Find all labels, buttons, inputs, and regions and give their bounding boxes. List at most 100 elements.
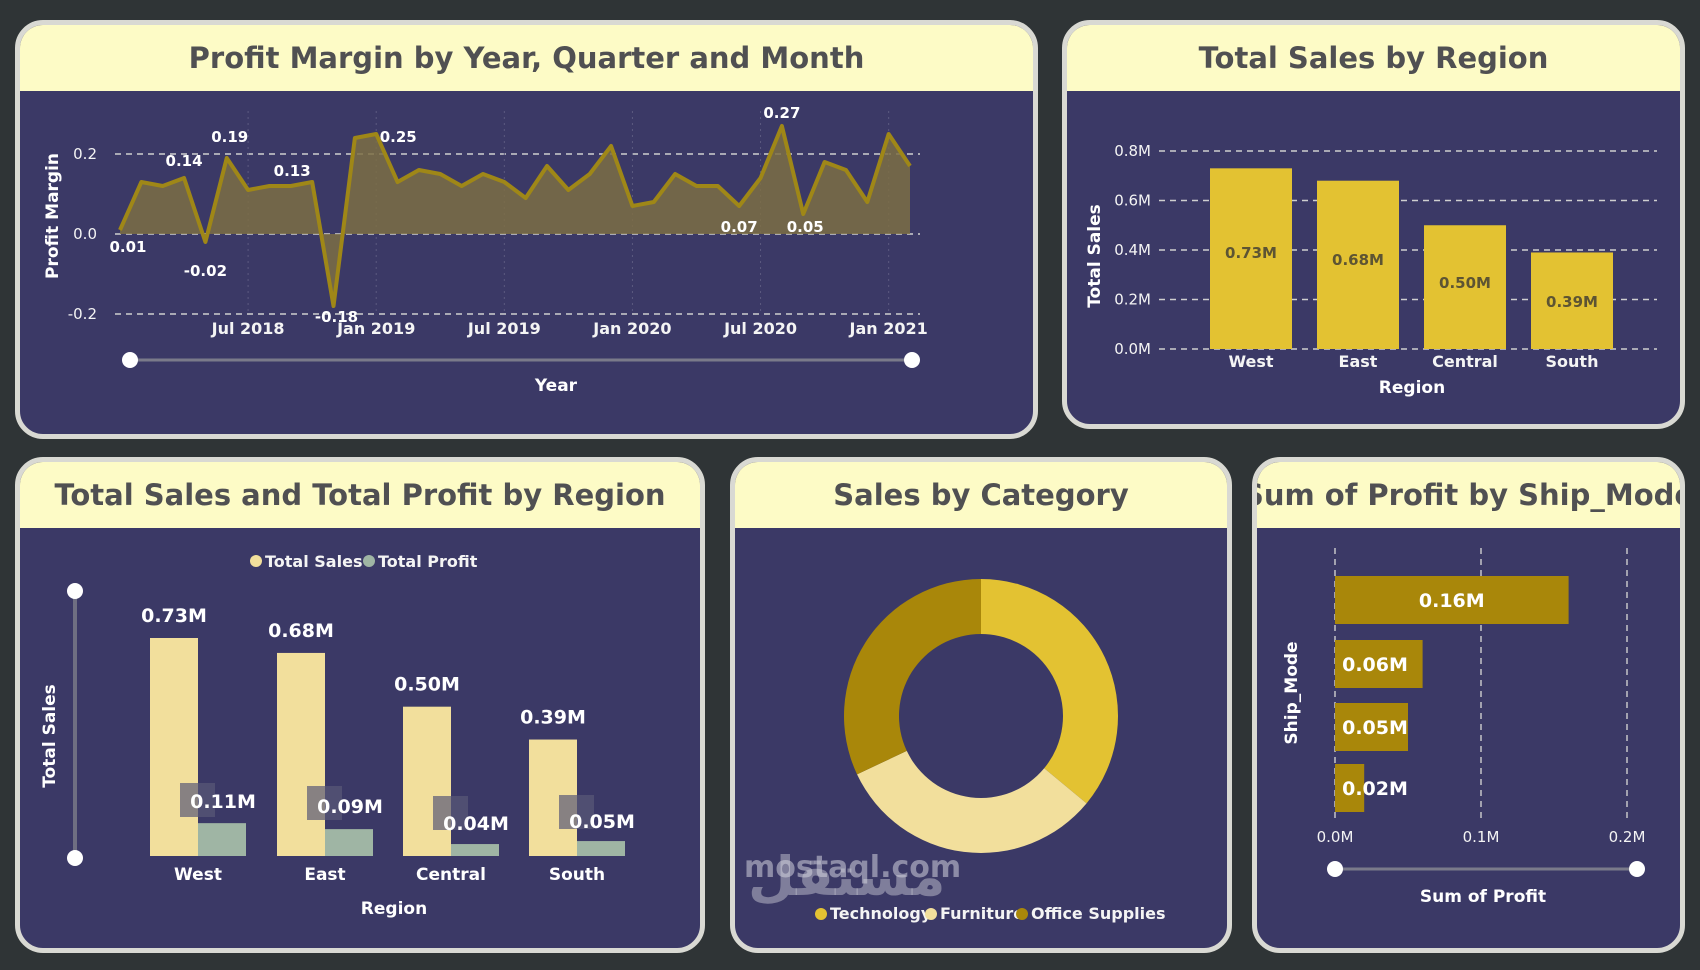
y-tick-label: 0.0M — [1114, 340, 1151, 358]
donut-slice-office-supplies — [844, 579, 981, 775]
y-tick-label: -0.2 — [68, 305, 97, 323]
sales-by-category-card: Sales by Category Technology Furniture Off… — [730, 457, 1232, 953]
legend-marker-total-profit — [363, 555, 375, 567]
x-tick-label: East — [304, 865, 345, 885]
ship-mode-title: Sum of Profit by Ship_Mode — [1257, 462, 1680, 528]
data-label: 0.50M — [394, 674, 460, 696]
x-tick-label: Jan 2021 — [849, 319, 928, 338]
ship-mode-card: Sum of Profit by Ship_Mode 0.0M 0.1M 0.2M 0… — [1252, 457, 1685, 953]
x-tick-label: Jul 2020 — [723, 319, 797, 338]
donut-slice-furniture — [857, 750, 1087, 853]
data-label: -0.18 — [315, 308, 358, 326]
legend-marker — [925, 908, 937, 920]
watermark-text: mostaql.com — [744, 850, 962, 885]
ship-mode-chart: 0.0M 0.1M 0.2M 0.16M 0.06M 0.05M 0.02M Ship_Mod… — [1282, 548, 1645, 907]
bar-ship-mode — [1335, 703, 1408, 751]
bar-total-sales-east — [277, 652, 325, 856]
range-slider-handle-top — [67, 583, 83, 599]
bar-ship-mode — [1335, 576, 1569, 624]
x-tick-label: Jan 2019 — [336, 319, 415, 338]
x-tick-label: 0.0M — [1317, 828, 1354, 846]
data-label: 0.02M — [1342, 778, 1408, 800]
legend-label: Total Profit — [378, 552, 478, 571]
y-axis-title: Profit Margin — [43, 153, 63, 279]
y-tick-label: 0.2M — [1114, 291, 1151, 309]
data-label: 0.07 — [721, 218, 758, 236]
x-tick-label: West — [1228, 352, 1273, 371]
y-tick-label: 0.0 — [73, 225, 97, 243]
range-slider-handle-end — [904, 352, 920, 368]
x-tick-label: South — [1546, 352, 1599, 371]
x-tick-label: Jul 2019 — [467, 319, 541, 338]
bar-total-profit-south — [577, 841, 625, 856]
range-slider-handle-bottom — [67, 850, 83, 866]
sales-profit-chart: Total Sales Total Profit Total Sales 0.73M 0… — [40, 552, 635, 919]
data-label: 0.50M — [1439, 274, 1491, 292]
data-label: 0.06M — [1342, 654, 1408, 676]
bar-south — [1531, 252, 1613, 349]
legend-marker — [1016, 908, 1028, 920]
bar-ship-mode — [1335, 764, 1365, 812]
data-label: 0.68M — [1332, 251, 1384, 269]
bar-west — [1210, 168, 1292, 349]
x-axis-title: Year — [534, 376, 578, 396]
bar-total-profit-west — [198, 823, 246, 856]
data-label: 0.17 — [969, 91, 1006, 95]
range-slider-handle-end — [1629, 861, 1645, 877]
y-axis-title: Total Sales — [1085, 204, 1105, 308]
y-tick-label: 0.8M — [1114, 142, 1151, 160]
legend-label: Total Sales — [265, 552, 362, 571]
y-axis-title: Ship_Mode — [1282, 641, 1302, 744]
data-label: -0.02 — [184, 262, 227, 280]
watermark-logo-arabic: مستقل — [748, 845, 946, 908]
data-label-background — [433, 796, 468, 830]
legend-marker-total-sales — [250, 555, 262, 567]
data-label: 0.14 — [166, 152, 203, 170]
bar-total-profit-central — [451, 844, 499, 856]
x-tick-label: South — [549, 865, 605, 885]
profit-margin-title: Profit Margin by Year, Quarter and Month — [20, 25, 1033, 91]
donut-slice-technology — [981, 579, 1118, 804]
bar-total-profit-east — [325, 829, 373, 856]
x-tick-label: 0.1M — [1463, 828, 1500, 846]
x-axis-title: Sum of Profit — [1420, 887, 1546, 907]
sales-by-category-chart: Technology Furniture Office Supplies — [815, 579, 1166, 923]
data-label: 0.19 — [211, 128, 248, 146]
data-label-background — [559, 795, 594, 829]
y-tick-label: 0.6M — [1114, 192, 1151, 210]
x-tick-label: Jul 2018 — [211, 319, 285, 338]
data-label-background — [180, 783, 215, 817]
data-label: 0.27 — [763, 104, 800, 122]
data-label: 0.05 — [787, 218, 824, 236]
sales-profit-card: Total Sales and Total Profit by Region T… — [15, 457, 705, 953]
y-tick-label: 0.4M — [1114, 241, 1151, 259]
data-label: 0.39M — [520, 707, 586, 729]
data-label: 0.73M — [141, 605, 207, 627]
range-slider-handle-start — [122, 352, 138, 368]
data-label: 0.16M — [1419, 590, 1485, 612]
legend-label: Furniture — [940, 904, 1024, 923]
x-tick-label: Central — [1432, 352, 1498, 371]
data-label: 0.09M — [317, 796, 383, 818]
bar-ship-mode — [1335, 640, 1423, 688]
data-label: 0.68M — [268, 620, 334, 642]
bar-total-sales-central — [403, 706, 451, 856]
x-tick-label: East — [1339, 352, 1378, 371]
data-label: 0.01 — [109, 238, 146, 256]
x-axis-title: Region — [361, 899, 427, 919]
sales-by-region-title: Total Sales by Region — [1067, 25, 1680, 91]
legend-label: Technology — [830, 904, 932, 923]
data-label: 0.05M — [1342, 717, 1408, 739]
x-tick-label: Central — [416, 865, 486, 885]
data-label: 0.11M — [190, 791, 256, 813]
sales-by-category-title: Sales by Category — [735, 462, 1227, 528]
x-tick-label: Jan 2020 — [592, 319, 671, 338]
bar-total-sales-west — [150, 638, 198, 856]
data-label: 0.04M — [443, 813, 509, 835]
y-axis-title: Total Sales — [40, 684, 60, 788]
sales-profit-title: Total Sales and Total Profit by Region — [20, 462, 700, 528]
x-axis-title: Region — [1379, 378, 1445, 398]
data-label: 0.73M — [1225, 244, 1277, 262]
sales-by-region-card: Total Sales by Region 0.8M 0.6M 0.4M 0.2M 0.… — [1062, 20, 1685, 429]
data-label: 0.05M — [569, 811, 635, 833]
